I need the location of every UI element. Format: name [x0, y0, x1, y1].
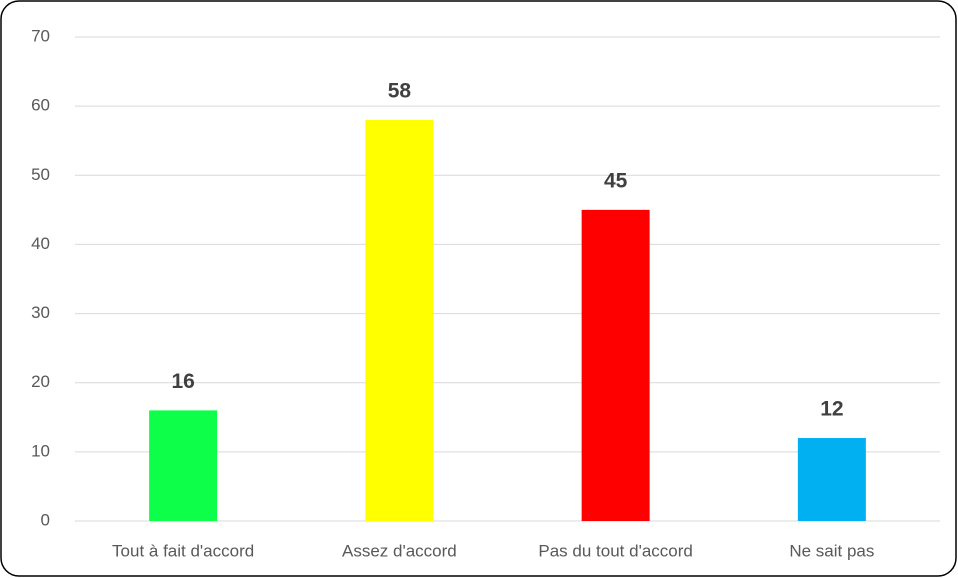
x-tick-label: Assez d'accord	[342, 541, 457, 560]
y-tick-label: 40	[31, 234, 50, 253]
y-tick-label: 60	[31, 96, 50, 115]
bar	[149, 410, 218, 521]
data-label: 12	[820, 398, 843, 421]
y-tick-label: 30	[31, 303, 50, 322]
bar	[581, 209, 650, 521]
y-tick-label: 20	[31, 372, 50, 391]
data-label: 16	[171, 370, 194, 393]
bar	[365, 119, 434, 521]
x-tick-label: Ne sait pas	[789, 541, 874, 560]
data-label: 45	[604, 169, 628, 192]
y-tick-label: 0	[41, 510, 50, 529]
bar	[797, 438, 866, 521]
y-tick-label: 70	[31, 26, 50, 45]
data-label: 58	[388, 80, 412, 103]
y-tick-label: 50	[31, 165, 50, 184]
x-tick-label: Pas du tout d'accord	[538, 541, 692, 560]
y-tick-label: 10	[31, 441, 50, 460]
x-tick-label: Tout à fait d'accord	[112, 541, 254, 560]
